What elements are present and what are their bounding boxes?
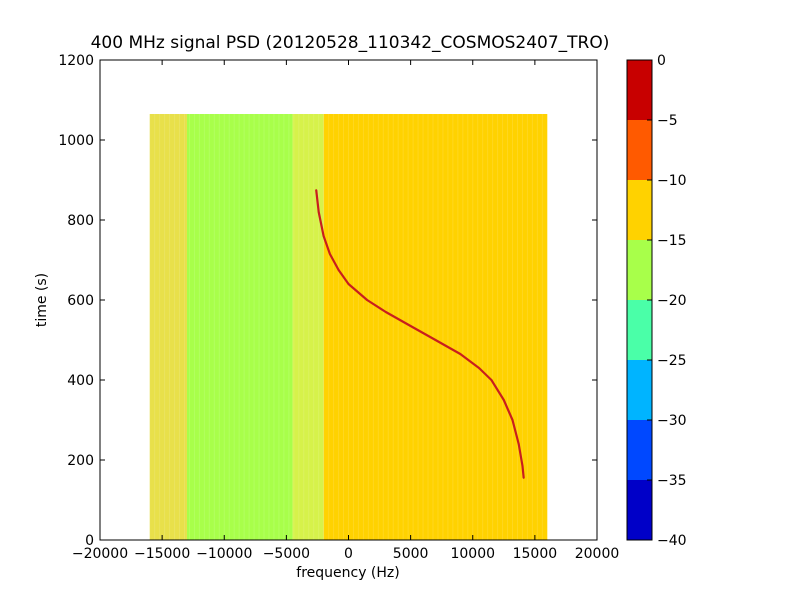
x-tick-label: −20000: [72, 546, 128, 562]
signal-trace-point-8: [409, 325, 412, 327]
y-tick-label: 600: [67, 293, 94, 309]
y-tick-label: 1000: [58, 133, 94, 149]
colorbar-level-7: [627, 60, 652, 120]
x-tick-label: −5000: [263, 546, 310, 562]
x-tick-label: 20000: [575, 546, 620, 562]
signal-trace-point-4: [337, 269, 340, 271]
colorbar-tick-label: −40: [657, 533, 687, 549]
signal-trace-line: [315, 189, 525, 479]
x-tick-label: −10000: [196, 546, 252, 562]
signal-trace-point-12: [490, 379, 493, 381]
colorbar-level-5: [627, 180, 652, 240]
signal-trace-point-5: [347, 283, 350, 285]
x-axis: −20000 −15000 −10000 −5000 0 5000 10000 15000 20…: [72, 60, 619, 562]
signal-trace-point-17: [522, 477, 525, 479]
x-tick-label: 10000: [450, 546, 495, 562]
signal-trace-point-13: [502, 399, 505, 401]
y-axis: 0 200 400 600 800 1000 1200: [58, 53, 597, 549]
plot-area: [99, 59, 598, 541]
x-tick-label: 15000: [513, 546, 558, 562]
x-tick-label: 0: [344, 546, 353, 562]
y-tick-label: 400: [67, 373, 94, 389]
y-tick-label: 200: [67, 453, 94, 469]
heatmap-band-0: [149, 114, 187, 540]
x-tick-label: 5000: [393, 546, 429, 562]
signal-trace-point-1: [317, 211, 320, 213]
signal-trace-point-7: [384, 311, 387, 313]
y-tick-label: 800: [67, 213, 94, 229]
heatmap-band-1: [186, 114, 293, 540]
signal-trace-point-16: [521, 465, 524, 467]
chart-title: 400 MHz signal PSD (20120528_110342_COSM…: [91, 33, 610, 53]
colorbar-tick-label: −20: [657, 293, 687, 309]
colorbar-tick-label: −30: [657, 413, 687, 429]
heatmap-band-2: [292, 114, 324, 540]
colorbar-tick-label: −10: [657, 173, 687, 189]
colorbar-tick-label: −15: [657, 233, 687, 249]
signal-trace-point-9: [434, 339, 437, 341]
colorbar-tick-label: −5: [657, 113, 678, 129]
signal-trace-point-10: [459, 353, 462, 355]
signal-trace-point-15: [517, 443, 520, 445]
signal-trace-point-11: [478, 367, 480, 369]
y-tick-label: 1200: [58, 53, 94, 69]
x-axis-label: frequency (Hz): [296, 565, 399, 581]
colorbar-tick-label: −35: [657, 473, 687, 489]
colorbar-tick-label: −25: [657, 353, 687, 369]
signal-trace-point-14: [511, 419, 514, 421]
colorbar-level-6: [627, 120, 652, 180]
heatmap-band-3: [323, 114, 548, 540]
signal-trace-point-0: [315, 189, 318, 191]
colorbar-level-3: [627, 300, 652, 360]
colorbar-level-1: [627, 420, 652, 480]
colorbar-level-4: [627, 240, 652, 300]
signal-trace-point-3: [328, 253, 331, 255]
signal-trace-point-2: [322, 235, 325, 237]
colorbar-tick-label: 0: [657, 53, 666, 69]
colorbar: 0 −5 −10 −15 −20 −25 −30 −35 −40: [626, 53, 687, 549]
x-tick-label: −15000: [134, 546, 190, 562]
colorbar-level-2: [627, 360, 652, 420]
y-tick-label: 0: [85, 533, 94, 549]
colorbar-level-0: [627, 480, 652, 540]
y-axis-label: time (s): [34, 273, 50, 327]
signal-trace-point-6: [366, 299, 369, 301]
